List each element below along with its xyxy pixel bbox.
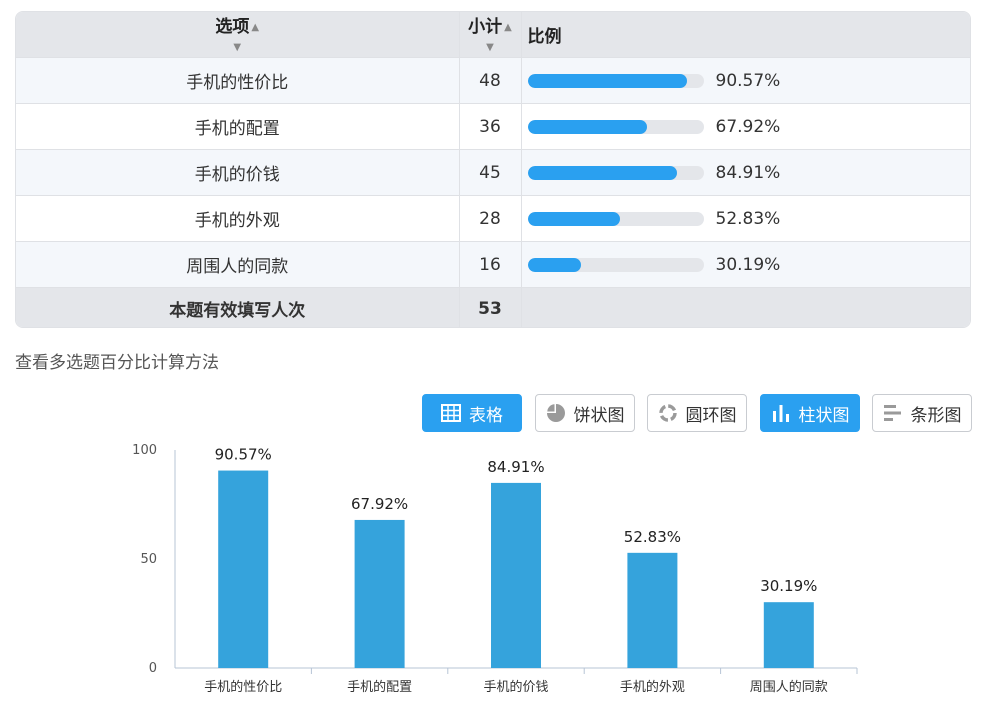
count-cell: 28 <box>459 195 522 242</box>
percent-label: 30.19% <box>715 254 781 275</box>
header-option[interactable]: 选项 ▲ ▼ <box>16 12 460 58</box>
progress-fill <box>527 257 581 272</box>
progress-fill <box>527 165 677 180</box>
column-chart: 0 50 100 90.57% 手机的性价比 67.92% 手机的配置 84.91% 手机的价… <box>132 443 858 695</box>
x-tick-label: 周围人的同款 <box>750 679 828 695</box>
progress-track <box>527 165 704 180</box>
data-label: 84.91% <box>487 458 544 476</box>
result-table: 选项 ▲ ▼ 小计 ▲ ▼ 比例 手机的性价比 48 90.57% 手机的配置 36 6… <box>16 12 970 327</box>
bar-view-button[interactable]: 条形图 <box>872 394 972 432</box>
table-view-button[interactable]: 表格 <box>422 394 522 432</box>
ratio-cell: 84.91% <box>521 149 970 196</box>
table-row: 手机的外观 28 52.83% <box>16 195 970 242</box>
x-tick-label: 手机的价钱 <box>483 679 548 695</box>
header-ratio-label: 比例 <box>527 27 562 47</box>
percent-label: 52.83% <box>715 208 781 229</box>
total-count: 53 <box>459 287 522 327</box>
bar-view-label: 条形图 <box>910 405 962 426</box>
sort-icon[interactable]: ▲ ▼ <box>486 21 512 53</box>
option-cell: 手机的价钱 <box>16 149 460 196</box>
option-cell: 手机的配置 <box>16 103 460 150</box>
percent-label: 84.91% <box>715 162 781 183</box>
column-chart-icon <box>771 403 791 423</box>
table-row: 手机的价钱 45 84.91% <box>16 149 970 196</box>
x-tick-label: 手机的配置 <box>347 679 412 695</box>
count-cell: 16 <box>459 241 522 288</box>
progress-track <box>527 211 704 226</box>
option-cell: 手机的外观 <box>16 195 460 242</box>
chart-bar[interactable] <box>627 552 678 668</box>
table-row: 手机的性价比 48 90.57% <box>16 57 970 104</box>
column-view-label: 柱状图 <box>798 405 850 426</box>
total-label: 本题有效填写人次 <box>16 287 460 327</box>
table-view-label: 表格 <box>469 405 503 426</box>
pie-view-label: 饼状图 <box>573 405 625 426</box>
progress-track <box>527 119 704 134</box>
option-cell: 周围人的同款 <box>16 241 460 288</box>
chart-bar[interactable] <box>763 602 814 668</box>
table-row: 手机的配置 36 67.92% <box>16 103 970 150</box>
progress-fill <box>527 119 648 134</box>
count-cell: 36 <box>459 103 522 150</box>
ratio-cell: 52.83% <box>521 195 970 242</box>
table-row: 周围人的同款 16 30.19% <box>16 241 970 288</box>
chart-bar[interactable] <box>218 470 269 668</box>
progress-fill <box>527 73 687 88</box>
ratio-cell: 67.92% <box>521 103 970 150</box>
y-tick-label: 100 <box>132 443 157 458</box>
percent-label: 67.92% <box>715 116 781 137</box>
chart-bar[interactable] <box>491 482 541 668</box>
ring-view-label: 圆环图 <box>685 405 737 426</box>
ring-icon <box>658 403 678 423</box>
progress-fill <box>527 211 621 226</box>
header-option-label: 选项 <box>215 17 250 37</box>
count-cell: 48 <box>459 57 522 104</box>
sort-icon[interactable]: ▲ ▼ <box>233 21 260 53</box>
y-tick-label: 50 <box>140 552 157 567</box>
y-tick-label: 0 <box>149 661 157 676</box>
x-tick-label: 手机的外观 <box>620 679 685 695</box>
header-count-label: 小计 <box>468 17 503 37</box>
percent-label: 90.57% <box>715 70 781 91</box>
data-label: 30.19% <box>760 577 817 595</box>
data-label: 90.57% <box>215 446 272 464</box>
data-label: 67.92% <box>351 495 408 513</box>
result-table-container: 选项 ▲ ▼ 小计 ▲ ▼ 比例 手机的性价比 48 90.57% 手机的配置 36 6… <box>15 11 971 328</box>
x-tick-label: 手机的性价比 <box>204 679 282 695</box>
ratio-cell: 90.57% <box>521 57 970 104</box>
progress-track <box>527 73 704 88</box>
percent-method-link[interactable]: 查看多选题百分比计算方法 <box>15 353 219 373</box>
ratio-cell: 30.19% <box>521 241 970 288</box>
option-cell: 手机的性价比 <box>16 57 460 104</box>
table-icon <box>441 404 461 422</box>
bar-chart-icon <box>883 403 903 423</box>
total-empty-cell <box>521 287 970 327</box>
header-count[interactable]: 小计 ▲ ▼ <box>459 12 522 58</box>
column-view-button[interactable]: 柱状图 <box>760 394 860 432</box>
chart-bar[interactable] <box>354 519 405 668</box>
header-ratio: 比例 <box>521 12 970 58</box>
total-row: 本题有效填写人次 53 <box>16 287 970 327</box>
count-cell: 45 <box>459 149 522 196</box>
data-label: 52.83% <box>624 528 681 546</box>
ring-view-button[interactable]: 圆环图 <box>647 394 747 432</box>
progress-track <box>527 257 704 272</box>
table-header-row: 选项 ▲ ▼ 小计 ▲ ▼ 比例 <box>16 12 970 58</box>
pie-view-button[interactable]: 饼状图 <box>535 394 635 432</box>
pie-icon <box>546 403 566 423</box>
